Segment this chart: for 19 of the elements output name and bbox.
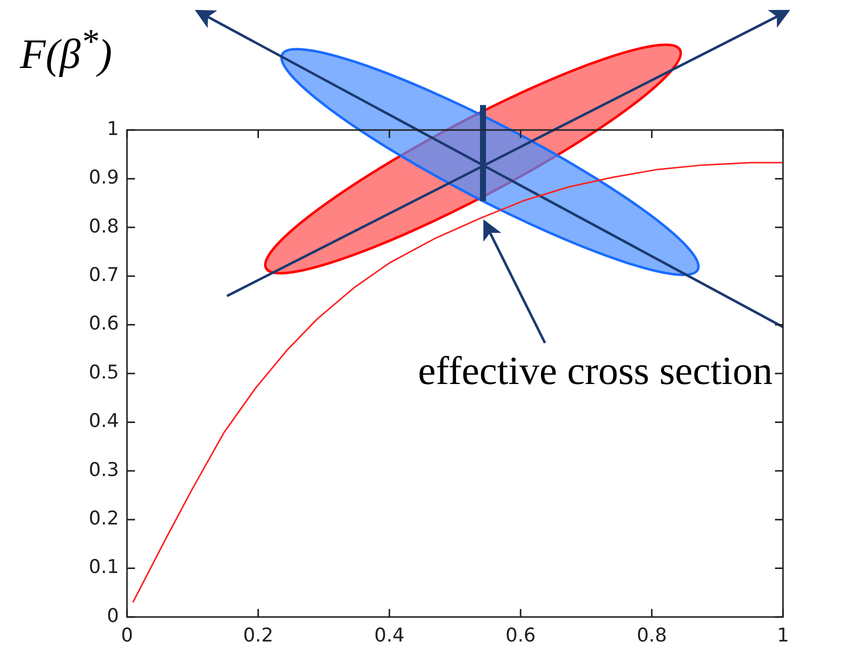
y-tick-label: 0 [106,604,119,627]
x-tick-label: 0.2 [243,624,274,646]
x-tick-label: 0.8 [636,624,667,646]
y-tick-label: 0.3 [88,458,119,481]
y-tick-label: 0.2 [88,508,119,530]
y-tick-label: 0.7 [88,264,119,286]
y-tick-label: 0.1 [88,556,119,578]
x-tick-label: 0.6 [505,624,536,646]
x-tick-label: 0.4 [374,624,405,646]
y-tick-label: 1 [106,118,119,140]
x-tick-label: 1 [776,624,790,646]
y-tick-label: 0.8 [88,215,119,238]
y-tick-label: 0.9 [88,166,119,189]
y-tick-label: 0.5 [88,361,119,384]
y-tick-label: 0.6 [88,312,119,335]
annotation: effective cross section [418,347,773,394]
y-tick-label: 0.4 [88,410,119,432]
y-axis-title: F(β$^{*}$) [20,22,112,79]
x-tick-label: 0 [120,624,134,646]
